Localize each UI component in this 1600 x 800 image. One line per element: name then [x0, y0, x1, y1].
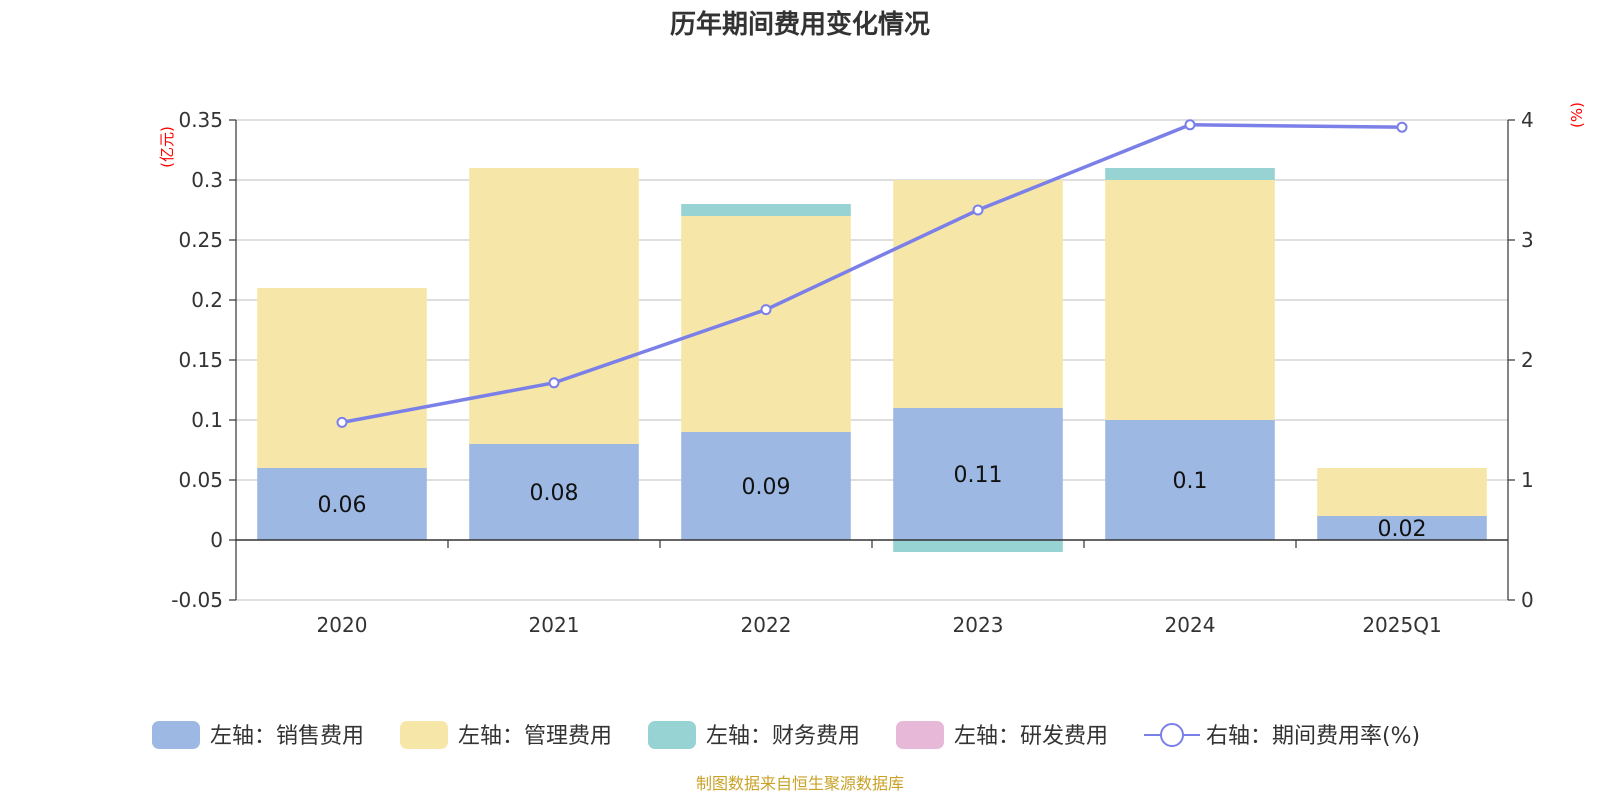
bar-segment [469, 444, 639, 540]
bar-segment [1317, 516, 1487, 540]
left-tick-label: 0.3 [191, 168, 223, 192]
bar-segment [257, 468, 427, 540]
legend-label: 左轴：销售费用 [210, 724, 364, 749]
legend-marker [1160, 723, 1184, 747]
rate-point [548, 377, 560, 389]
left-tick-label: 0.35 [178, 108, 223, 132]
right-tick-label: 0 [1521, 588, 1534, 612]
source-note: 制图数据来自恒生聚源数据库 [696, 774, 904, 793]
right-tick-label: 2 [1521, 348, 1534, 372]
left-axis-unit: (亿元) [158, 126, 176, 168]
legend-swatch [648, 721, 696, 749]
legend-label: 左轴：研发费用 [954, 724, 1108, 749]
bar-value-label: 0.1 [1173, 469, 1208, 494]
left-tick-label: 0.2 [191, 288, 223, 312]
legend-swatch [400, 721, 448, 749]
bar-segment [1105, 420, 1275, 540]
bars [257, 168, 1487, 552]
legend-swatch [896, 721, 944, 749]
bar-segment [681, 432, 851, 540]
grid-lines [236, 119, 1508, 601]
rate-line-path [341, 123, 1403, 425]
bar-segment [257, 288, 427, 468]
legend-swatch [152, 721, 200, 749]
right-axis-unit: (%) [1568, 102, 1586, 128]
category-label: 2024 [1165, 613, 1216, 637]
left-tick-label: 0.05 [178, 468, 223, 492]
chart-title: 历年期间费用变化情况 [670, 9, 930, 40]
category-label: 2022 [741, 613, 792, 637]
legend-label: 右轴：期间费用率(%) [1206, 724, 1420, 749]
category-label: 2023 [953, 613, 1004, 637]
axes: -0.05 0 0.05 0.1 0.15 0.2 0.25 0.3 0.35 0 1 2 3 4 2020… [171, 108, 1533, 637]
bar-segment [893, 180, 1063, 408]
bar-segment [1317, 468, 1487, 516]
legend-label: 左轴：管理费用 [458, 724, 612, 749]
rate-point [972, 204, 984, 216]
right-tick-label: 1 [1521, 468, 1534, 492]
left-tick-label: 0.25 [178, 228, 223, 252]
right-tick-label: 4 [1521, 108, 1534, 132]
bar-value-label: 0.09 [742, 475, 791, 500]
bar-segment [681, 204, 851, 216]
bar-segment [681, 216, 851, 432]
bar-segment [893, 408, 1063, 540]
left-tick-label: 0.15 [178, 348, 223, 372]
category-label: 2020 [317, 613, 368, 637]
category-label: 2021 [529, 613, 580, 637]
rate-point [336, 416, 348, 428]
legend-label: 左轴：财务费用 [706, 724, 860, 749]
bar-value-label: 0.02 [1378, 517, 1427, 542]
left-tick-label: 0.1 [191, 408, 223, 432]
left-tick-label: -0.05 [171, 588, 223, 612]
legend: 左轴：销售费用 左轴：管理费用 左轴：财务费用 左轴：研发费用 右轴：期间费用率(%) [152, 721, 1420, 749]
bar-value-label: 0.08 [530, 481, 579, 506]
rate-point [760, 304, 772, 316]
bar-value-label: 0.11 [954, 463, 1003, 488]
bar-segment [893, 540, 1063, 552]
left-tick-label: 0 [210, 528, 223, 552]
right-tick-label: 3 [1521, 228, 1534, 252]
bar-segment [1105, 168, 1275, 180]
rate-point [1396, 121, 1408, 133]
data-labels: 0.06 0.08 0.09 0.11 0.1 0.02 [318, 463, 1427, 542]
rate-line [336, 119, 1408, 428]
rate-point [1184, 119, 1196, 131]
bar-segment [1105, 180, 1275, 420]
category-label: 2025Q1 [1362, 613, 1441, 637]
bar-segment [469, 168, 639, 444]
bar-value-label: 0.06 [318, 493, 367, 518]
